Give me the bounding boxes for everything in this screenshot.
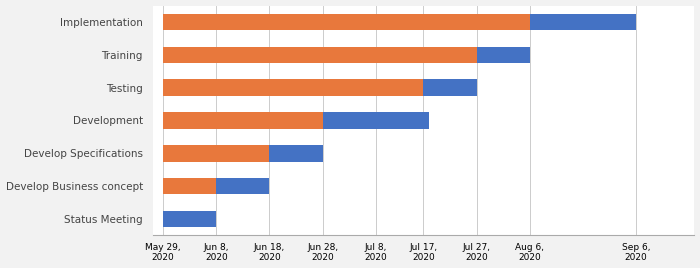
Bar: [163, 211, 216, 227]
Bar: [323, 112, 429, 129]
Bar: [163, 145, 270, 162]
Bar: [163, 47, 477, 63]
Bar: [163, 14, 530, 30]
Bar: [163, 112, 323, 129]
Bar: [270, 145, 323, 162]
Bar: [163, 79, 424, 96]
Bar: [424, 79, 477, 96]
Bar: [216, 178, 270, 194]
Bar: [530, 14, 636, 30]
Bar: [163, 178, 216, 194]
Bar: [477, 47, 530, 63]
